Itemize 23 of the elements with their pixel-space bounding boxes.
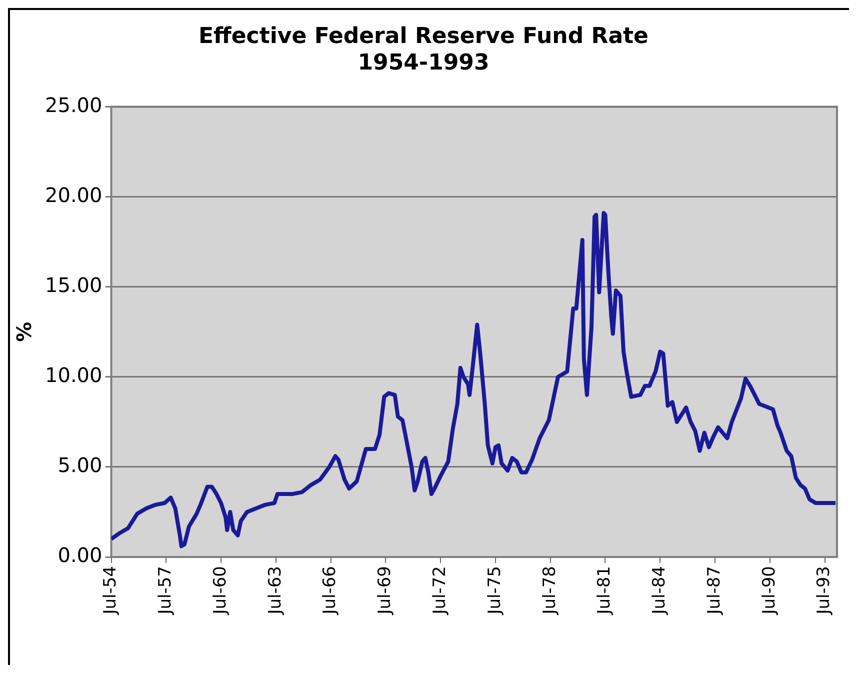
x-tick-label: Jul-87 — [704, 566, 724, 616]
x-tick-label: Jul-75 — [484, 566, 505, 616]
y-tick-label: 0.00 — [58, 543, 102, 568]
y-tick-label: 5.00 — [58, 453, 102, 478]
x-tick-label: Jul-69 — [375, 566, 396, 616]
y-tick-label: 20.00 — [44, 183, 102, 208]
y-tick-label: 25.00 — [44, 93, 102, 118]
x-tick-label: Jul-72 — [430, 566, 450, 616]
y-tick-label: 15.00 — [44, 273, 102, 298]
x-tick-label: Jul-78 — [540, 566, 560, 616]
y-axis-title: % — [12, 322, 36, 342]
x-tick-label: Jul-60 — [210, 566, 230, 616]
x-tick-label: Jul-57 — [156, 566, 176, 616]
text: Effective Federal Reserve Fund Rate — [198, 24, 648, 49]
x-tick-label: Jul-63 — [265, 566, 286, 616]
x-tick-label: Jul-54 — [100, 566, 121, 616]
text: 1954-1993 — [358, 50, 490, 76]
x-tick-label: Jul-66 — [320, 566, 340, 616]
x-tick-label: Jul-81 — [594, 566, 615, 616]
x-tick-label: Jul-84 — [650, 566, 670, 616]
y-tick-label: 10.00 — [44, 363, 102, 388]
x-tick-label: Jul-90 — [759, 566, 780, 616]
x-tick-label: Jul-93 — [814, 566, 834, 616]
